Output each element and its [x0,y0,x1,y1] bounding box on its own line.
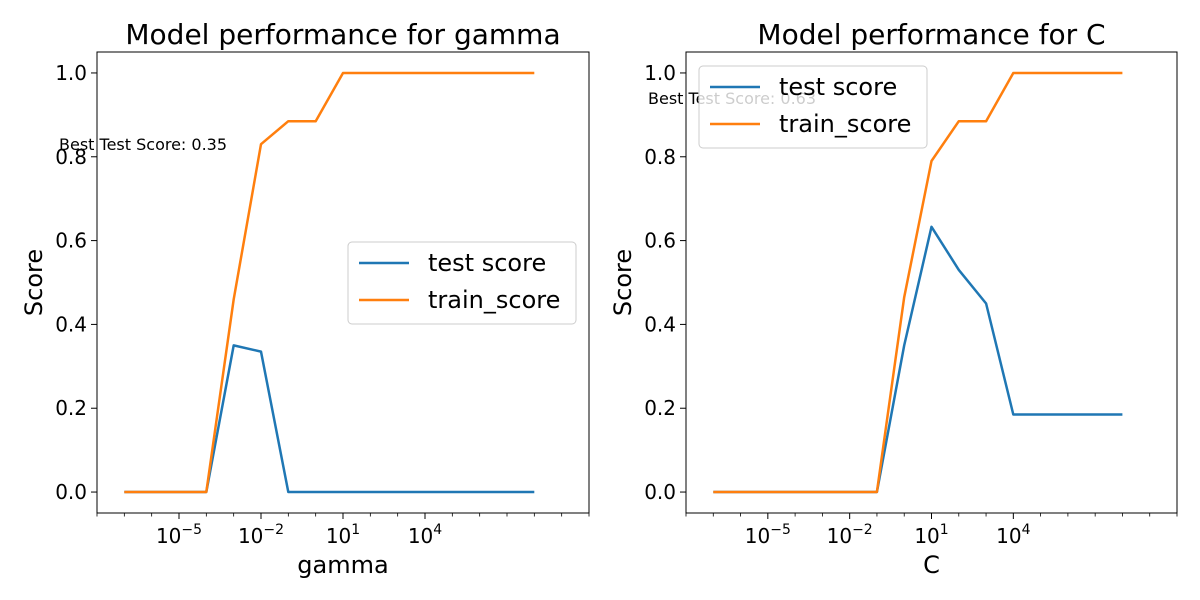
y-tick-label: 0.6 [644,229,676,253]
x-tick-label: 10−2 [827,522,873,548]
y-tick-label: 1.0 [55,61,87,85]
x-tick-exponent: 4 [433,522,442,538]
x-tick-base: 10 [996,524,1021,548]
x-tick-base: 10 [408,524,433,548]
y-axis-label: Score [20,249,48,316]
legend: test score train_score [698,65,928,149]
x-tick-base: 10 [326,524,351,548]
y-tick-label: 0.6 [55,229,87,253]
best-score-annotation: Best Test Score: 0.35 [59,135,227,154]
x-tick-base: 10 [827,524,852,548]
x-tick-base: 10 [745,524,770,548]
x-tick-label: 101 [326,522,360,548]
x-tick-exponent: 1 [351,522,360,538]
y-axis-label: Score [609,249,637,316]
x-tick-base: 10 [914,524,939,548]
x-tick-label: 101 [914,522,948,548]
x-tick-exponent: −5 [770,522,791,538]
y-tick-label: 0.8 [55,145,87,169]
x-tick-exponent: −2 [852,522,873,538]
plot-frame [96,51,590,514]
chart-title: Model performance for gamma [125,18,560,51]
x-tick-label: 104 [408,522,442,548]
y-tick-label: 0.2 [644,396,676,420]
x-tick-label: 10−5 [745,522,791,548]
y-tick-label: 1.0 [644,61,676,85]
x-axis-label: C [923,551,940,579]
x-tick-label: 10−5 [156,522,202,548]
legend-label: test score [779,73,897,101]
chart-gamma: Model performance for gamma 0.0 0.2 0.4 0.6 0… [20,18,590,579]
legend-label: train_score [779,110,911,138]
legend-label: train_score [428,286,560,314]
y-tick-label: 0.4 [55,312,87,336]
chart-title: Model performance for C [757,18,1105,51]
y-tick-label: 0.4 [644,312,676,336]
y-tick-label: 0.8 [644,145,676,169]
y-tick-label: 0.2 [55,396,87,420]
y-tick-label: 0.0 [644,480,676,504]
legend-label: test score [428,249,546,277]
x-tick-exponent: −2 [263,522,284,538]
x-tick-base: 10 [156,524,181,548]
chart-c: Model performance for C 0.0 0.2 0.4 0.6 0.8 1.… [609,18,1178,579]
series-line-train-score [124,71,535,494]
legend: test score train_score [347,241,577,325]
x-tick-label: 10−2 [238,522,284,548]
x-tick-exponent: 4 [1022,522,1031,538]
x-tick-exponent: 1 [940,522,949,538]
series-line-train-score [713,71,1123,494]
x-tick-label: 104 [996,522,1030,548]
x-tick-base: 10 [238,524,263,548]
plot-frame [685,51,1178,514]
y-tick-label: 0.0 [55,480,87,504]
x-tick-exponent: −5 [181,522,202,538]
x-axis-label: gamma [297,551,388,579]
